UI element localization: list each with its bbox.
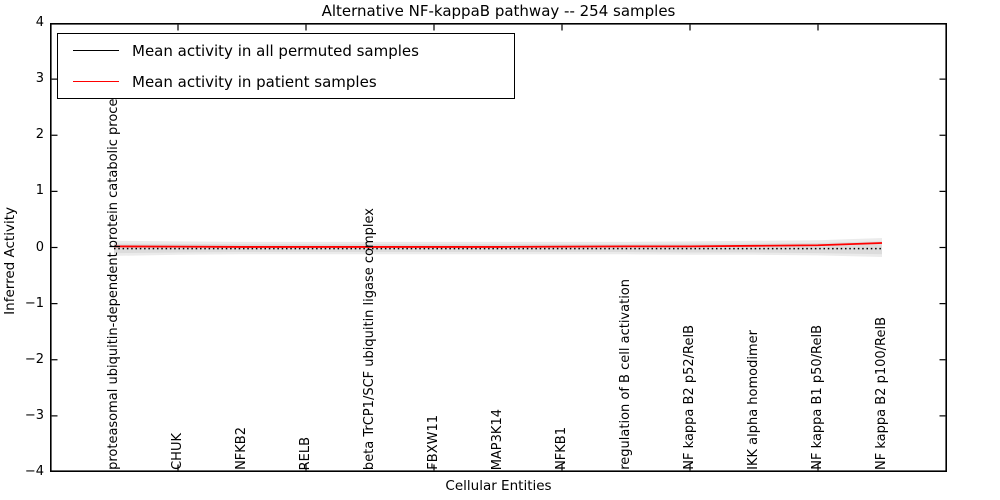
y-tick-label: 0 (35, 239, 44, 255)
y-tick-label: 1 (35, 183, 44, 199)
x-category-label: NF kappa B2 p100/RelB (874, 317, 889, 470)
y-tick-label: −3 (24, 407, 44, 423)
x-category-label: NFKB2 (234, 427, 249, 470)
legend-label-permuted: Mean activity in all permuted samples (132, 41, 419, 60)
x-category-label: proteasomal ubiquitin-dependent protein … (106, 85, 121, 470)
legend-item-patient: Mean activity in patient samples (58, 66, 514, 97)
y-tick-label: −2 (24, 351, 44, 367)
x-category-label: NFKB1 (554, 427, 569, 470)
x-category-label: beta TrCP1/SCF ubiquitin ligase complex (362, 207, 377, 470)
x-category-label: MAP3K14 (490, 408, 505, 470)
x-category-label: NF kappa B1 p50/RelB (810, 325, 825, 470)
permuted-line-sample-icon (73, 50, 119, 51)
patient-mean-line (113, 242, 883, 248)
y-tick-label: 3 (35, 71, 44, 87)
x-category-label: CHUK (170, 433, 185, 470)
patient-line-sample-icon (73, 81, 119, 82)
x-category-label: IKK alpha homodimer (746, 330, 761, 470)
x-category-label: regulation of B cell activation (618, 279, 633, 470)
x-axis-title: Cellular Entities (445, 478, 552, 494)
y-tick-label: −4 (24, 464, 44, 479)
x-category-label: NF kappa B2 p52/RelB (682, 325, 697, 470)
legend: Mean activity in all permuted samples Me… (57, 33, 515, 99)
chart-title: Alternative NF-kappaB pathway -- 254 sam… (321, 2, 676, 20)
y-tick-label: −1 (24, 295, 44, 311)
y-tick-label: 4 (35, 15, 44, 30)
legend-label-patient: Mean activity in patient samples (132, 72, 377, 91)
y-tick-label: 2 (35, 127, 44, 143)
legend-item-permuted: Mean activity in all permuted samples (58, 35, 514, 66)
x-category-label: RELB (298, 436, 313, 470)
x-category-label: FBXW11 (426, 415, 441, 470)
